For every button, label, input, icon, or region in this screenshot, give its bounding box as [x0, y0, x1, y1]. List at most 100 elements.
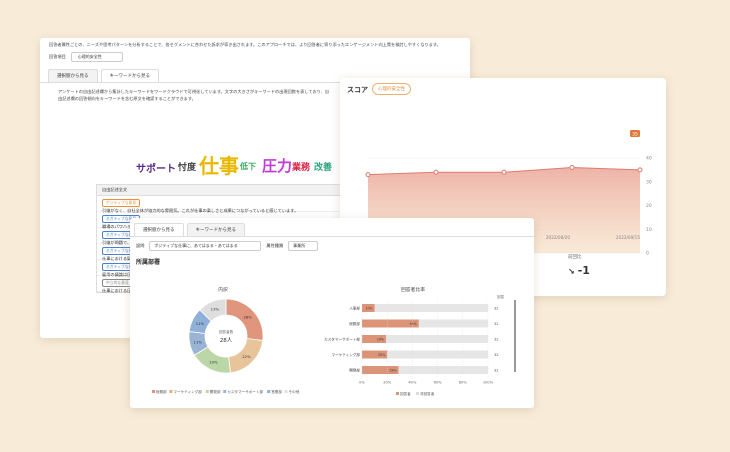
cloud-word[interactable]: サポート [136, 164, 176, 175]
comment-row: ポジティブな意見 引継がなく、自社全体が協力的な雰囲気。これが仕事の楽しさと成果に… [97, 196, 395, 213]
legend-swatch [169, 390, 173, 393]
comment-text: 仕事における圧力がある程度 [102, 288, 390, 294]
bar-label: カスタマーサポート部 [324, 337, 360, 342]
comment-text: 引継がなく、自社全体が協力的な雰囲気。これが仕事の楽しさと成果につながっていると… [102, 208, 299, 213]
bar-value[interactable] [362, 304, 375, 312]
tab-bar-front: 選択肢から見る キーワードから見る [130, 218, 534, 237]
score-point[interactable] [637, 167, 643, 173]
score-pill[interactable]: 心理的安全性 [372, 83, 411, 95]
down-arrow-icon: ↘ [568, 267, 575, 276]
bar-title: 回答者比率 [401, 286, 425, 293]
donut-slice-label: 13% [211, 307, 220, 312]
donut-slice-label: 11% [196, 321, 205, 326]
legend-label: カスタマーサポート部 [227, 389, 263, 394]
cloud-word[interactable]: 改善 [314, 163, 333, 173]
legend-label: マーケティング部 [173, 389, 202, 394]
tab-keywords-front[interactable]: キーワードから見る [186, 223, 245, 236]
bar-label: 開発部 [349, 368, 360, 373]
tab-bar: 選択肢から見る キーワードから見る [40, 66, 470, 84]
donut-title: 内訳 [218, 286, 228, 293]
attribute-select[interactable]: 事業所 [288, 241, 319, 251]
comments-header: 自由記述全文 [97, 185, 395, 196]
filter-row: 回答項目 心理的安全性 [40, 48, 470, 66]
tab-choices[interactable]: 選択肢から見る [48, 69, 98, 83]
scrollbar[interactable] [514, 300, 516, 372]
donut-slice-label: 22% [242, 354, 251, 359]
bar-axis-tick: 20% [383, 381, 392, 385]
y-tick-label: 20 [646, 203, 652, 209]
bar-count: 32 [494, 369, 499, 373]
bar-col-header: 回答 [497, 294, 505, 299]
cloud-word[interactable]: 圧力 [262, 157, 293, 175]
wordcloud-description: アンケートの自由記述欄から集計したキーワードをワードクラウドで可視化しています。… [58, 89, 330, 101]
tab-choices-front[interactable]: 選択肢から見る [134, 223, 184, 236]
y-tick-label: 10 [646, 227, 652, 233]
bar-value-label: 29% [389, 369, 396, 373]
bar-bg [362, 335, 488, 343]
score-point[interactable] [433, 169, 439, 175]
bar-bg [362, 350, 488, 359]
question-filter: 設問 ポジティブな仕事に、あてはまる・あてはまる 属性種類 事業所 [130, 237, 534, 255]
x-tick-label: 2022/09/15 [616, 235, 640, 240]
legend-swatch [416, 392, 419, 395]
diff-number: -1 [577, 264, 590, 277]
legend-swatch [396, 392, 399, 395]
bar-value-label: 45% [410, 322, 417, 326]
y-tick-label: 30 [646, 179, 652, 185]
bar-value[interactable] [362, 319, 419, 328]
bar-value-label: 20% [378, 353, 385, 357]
donut-slice[interactable] [199, 298, 227, 322]
attribute-label: 属性種類 [266, 243, 284, 248]
bar-value-label: 10% [366, 307, 373, 311]
cloud-word[interactable]: 忖度 [178, 163, 197, 173]
donut-center-value: 28人 [220, 337, 233, 344]
legend-label: 総務部 [156, 389, 167, 394]
donut-slice-label: 28% [243, 314, 252, 319]
question-select[interactable]: ポジティブな仕事に、あてはまる・あてはまる [149, 241, 262, 251]
comment-tag: 中立的な意見 [102, 279, 133, 287]
y-tick-label: 40 [646, 156, 652, 162]
bar-value[interactable] [362, 350, 388, 359]
bar-count: 32 [494, 307, 499, 311]
bar-count: 32 [494, 353, 499, 357]
bar-value-label: 19% [377, 338, 384, 342]
x-tick-label: 2022/08/20 [546, 235, 570, 240]
cloud-word[interactable]: 低下 [240, 162, 256, 171]
legend-swatch [267, 390, 271, 393]
diff-label: 前回比 [568, 255, 582, 260]
score-point[interactable] [501, 169, 507, 175]
filter-label: 回答項目 [49, 54, 66, 60]
tab-keywords[interactable]: キーワードから見る [100, 69, 159, 83]
bar-value[interactable] [362, 366, 399, 374]
section-title: 所属部署 [136, 259, 161, 266]
cloud-word[interactable]: 業務 [292, 163, 311, 173]
bar-count: 32 [494, 322, 499, 326]
bar-axis-tick: 100% [483, 381, 494, 385]
bar-count: 32 [494, 338, 499, 342]
score-badge: 35 [632, 132, 638, 138]
bar-bg [362, 319, 488, 328]
comment-tag: ポジティブな意見 [102, 199, 141, 207]
bar-axis-tick: 80% [459, 381, 468, 385]
score-badge-bg [630, 130, 640, 137]
filter-select[interactable]: 心理的安全性 [70, 52, 123, 63]
score-point[interactable] [569, 165, 575, 170]
legend-label: その他 [289, 389, 300, 394]
bar-label: マーケティング部 [332, 352, 361, 357]
bar-value[interactable] [362, 335, 386, 343]
score-point[interactable] [365, 172, 371, 178]
legend-swatch [284, 390, 288, 393]
donut-slice[interactable] [225, 298, 264, 341]
bar-label: 総務部 [349, 321, 360, 326]
bar-bg [362, 304, 488, 312]
donut-slice-label: 11% [193, 340, 202, 345]
department-charts: 内訳 28%22%19%11%11%13% 回答者数 28人 総務部 マーケティン… [152, 286, 516, 396]
cloud-word[interactable]: 仕事 [199, 154, 239, 178]
y-tick-label: 0 [646, 251, 649, 257]
legend-label: 回答者 [400, 391, 411, 396]
bar-axis-tick: 0% [359, 381, 365, 385]
legend-swatch [223, 390, 227, 393]
bar-bg [362, 366, 488, 374]
donut-center-label: 回答者数 [219, 329, 234, 334]
bar-axis-tick: 60% [434, 381, 443, 385]
